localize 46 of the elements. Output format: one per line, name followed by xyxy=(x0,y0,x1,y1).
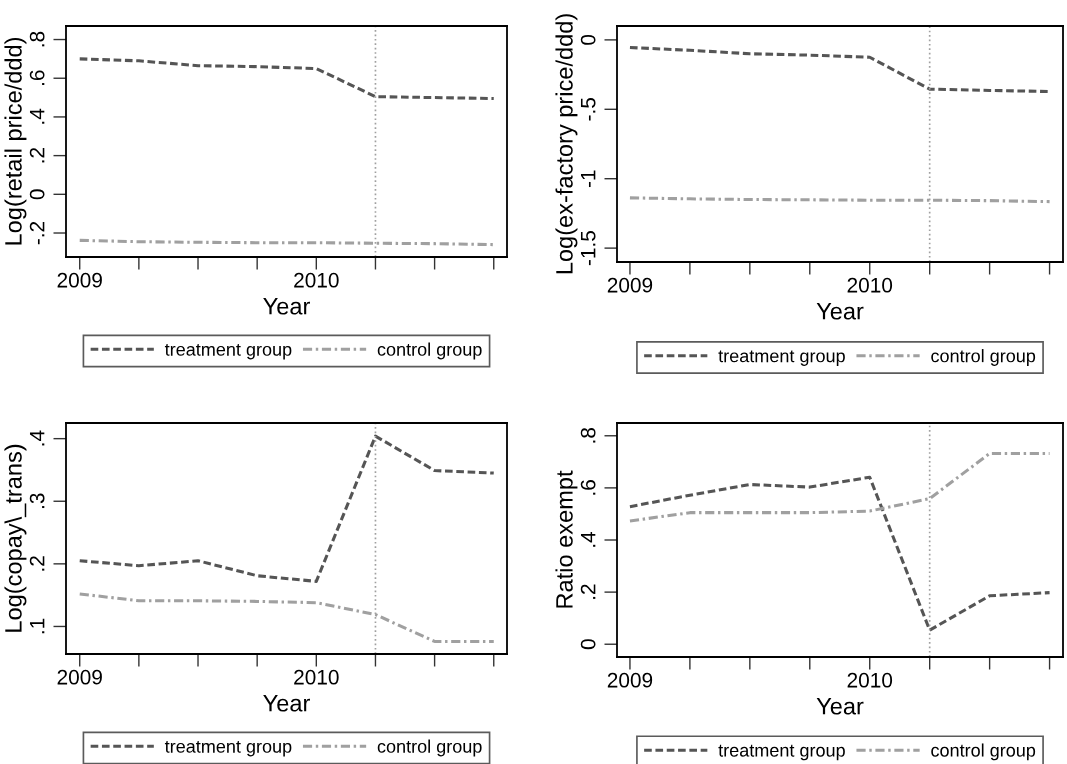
y-tick-label: .3 xyxy=(29,493,45,509)
x-tick-label: 2010 xyxy=(294,272,339,288)
y-tick-label: .2 xyxy=(580,584,596,599)
legend-label: treatment group xyxy=(164,343,292,360)
legend-label: control group xyxy=(931,349,1036,366)
x-axis-title: Year xyxy=(263,298,310,315)
x-tick-label: 2010 xyxy=(847,277,893,293)
y-tick-label: .4 xyxy=(29,108,45,124)
y-tick-label: .8 xyxy=(580,427,596,443)
y-tick-label: 0 xyxy=(580,639,596,650)
y-tick-label: .4 xyxy=(29,430,45,446)
y-tick-label: .6 xyxy=(580,480,596,495)
y-tick-label: .2 xyxy=(29,556,45,571)
legend-label: control group xyxy=(931,743,1036,761)
y-axis-title: Log(copay\_trans) xyxy=(4,444,27,632)
x-tick-label: 2009 xyxy=(607,672,653,688)
y-axis-title: Log(retail price/ddd) xyxy=(4,37,27,245)
y-tick-label: 0 xyxy=(29,189,45,200)
y-tick-label: -.2 xyxy=(29,221,45,245)
x-tick-label: 2010 xyxy=(294,669,339,685)
x-tick-label: 2009 xyxy=(607,277,653,293)
x-tick-label: 2009 xyxy=(57,669,102,685)
y-tick-label: .6 xyxy=(29,70,45,86)
legend-label: treatment group xyxy=(718,744,845,761)
line-series xyxy=(78,434,496,583)
y-tick-label: -1 xyxy=(580,170,596,188)
legend-label: treatment group xyxy=(718,350,845,366)
legend-label: treatment group xyxy=(164,740,292,757)
x-axis-title: Year xyxy=(816,698,864,715)
y-axis-title: Ratio exempt xyxy=(555,470,578,608)
x-axis-title: Year xyxy=(816,303,864,320)
y-tick-label: .2 xyxy=(29,147,45,163)
y-tick-label: 0 xyxy=(580,34,596,45)
y-tick-label: -.5 xyxy=(580,98,596,121)
x-axis-title: Year xyxy=(263,695,310,712)
y-tick-label: -1.5 xyxy=(580,231,596,266)
legend-label: control group xyxy=(377,739,482,757)
y-tick-label: .8 xyxy=(29,31,45,47)
legend-label: control group xyxy=(377,342,482,360)
line-series xyxy=(628,475,1052,632)
x-tick-label: 2009 xyxy=(57,272,102,288)
x-tick-label: 2010 xyxy=(847,672,893,688)
y-tick-label: .1 xyxy=(29,618,45,634)
y-tick-label: .4 xyxy=(580,531,596,547)
y-axis-title: Log(ex-factory price/ddd) xyxy=(555,14,578,274)
line-series xyxy=(78,57,496,101)
